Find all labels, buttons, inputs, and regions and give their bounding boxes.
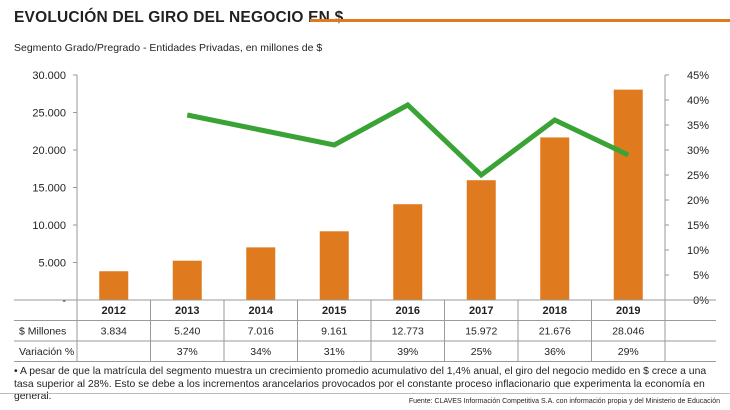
year-label-2017: 2017 <box>469 305 493 317</box>
title-bar: EVOLUCIÓN DEL GIRO DEL NEGOCIO EN $ <box>0 6 730 32</box>
bottom-rule <box>0 393 730 394</box>
source-note: Fuente: CLAVES Información Competitiva S… <box>408 398 720 405</box>
table-cell: 36% <box>544 346 565 358</box>
table-cell: 7.016 <box>248 326 274 338</box>
year-label-2012: 2012 <box>102 305 126 317</box>
bar-2012 <box>99 271 129 300</box>
left-tick-label: 20.000 <box>32 145 66 157</box>
bar-2018 <box>540 137 570 300</box>
chart-subtitle: Segmento Grado/Pregrado - Entidades Priv… <box>14 42 323 54</box>
right-tick-label: 45% <box>687 70 709 82</box>
right-tick-label: 0% <box>693 295 709 307</box>
right-tick-label: 40% <box>687 95 709 107</box>
right-tick-label: 15% <box>687 220 709 232</box>
right-tick-label: 5% <box>693 270 709 282</box>
year-label-2019: 2019 <box>616 305 640 317</box>
table-cell: 5.240 <box>174 326 200 338</box>
right-tick-label: 35% <box>687 120 709 132</box>
left-tick-label: 5.000 <box>38 258 66 270</box>
title-rule <box>310 19 730 22</box>
table-cell: 28.046 <box>612 326 644 338</box>
table-cell: 39% <box>397 346 418 358</box>
table-cell: 34% <box>250 346 271 358</box>
right-tick-label: 30% <box>687 145 709 157</box>
year-label-2018: 2018 <box>543 305 567 317</box>
bar-2016 <box>393 204 423 300</box>
table-row-label: Variación % <box>19 346 74 358</box>
right-tick-label: 10% <box>687 245 709 257</box>
right-tick-label: 20% <box>687 195 709 207</box>
table-cell: 31% <box>324 346 345 358</box>
chart-title: EVOLUCIÓN DEL GIRO DEL NEGOCIO EN $ <box>14 9 344 26</box>
year-label-2014: 2014 <box>249 305 274 317</box>
table-cell: 25% <box>471 346 492 358</box>
bar-2014 <box>246 247 276 300</box>
bar-2017 <box>466 180 496 300</box>
left-tick-label: - <box>62 295 66 307</box>
left-tick-label: 15.000 <box>32 183 66 195</box>
year-label-2016: 2016 <box>396 305 420 317</box>
left-tick-label: 10.000 <box>32 220 66 232</box>
table-cell: 9.161 <box>321 326 347 338</box>
table-cell: 37% <box>177 346 198 358</box>
table-row-label: $ Millones <box>19 326 66 338</box>
bar-2015 <box>319 231 349 300</box>
left-tick-label: 30.000 <box>32 70 66 82</box>
table-cell: 12.773 <box>392 326 424 338</box>
table-cell: 15.972 <box>465 326 497 338</box>
bar-2013 <box>172 260 202 300</box>
table-cell: 29% <box>618 346 639 358</box>
bar-2019 <box>613 89 643 300</box>
variation-line <box>186 101 630 179</box>
year-label-2015: 2015 <box>322 305 346 317</box>
left-tick-label: 25.000 <box>32 108 66 120</box>
table-cell: 21.676 <box>539 326 571 338</box>
table-cell: 3.834 <box>101 326 127 338</box>
year-label-2013: 2013 <box>175 305 199 317</box>
footnote: • A pesar de que la matrícula del segmen… <box>14 366 707 403</box>
right-tick-label: 25% <box>687 170 709 182</box>
